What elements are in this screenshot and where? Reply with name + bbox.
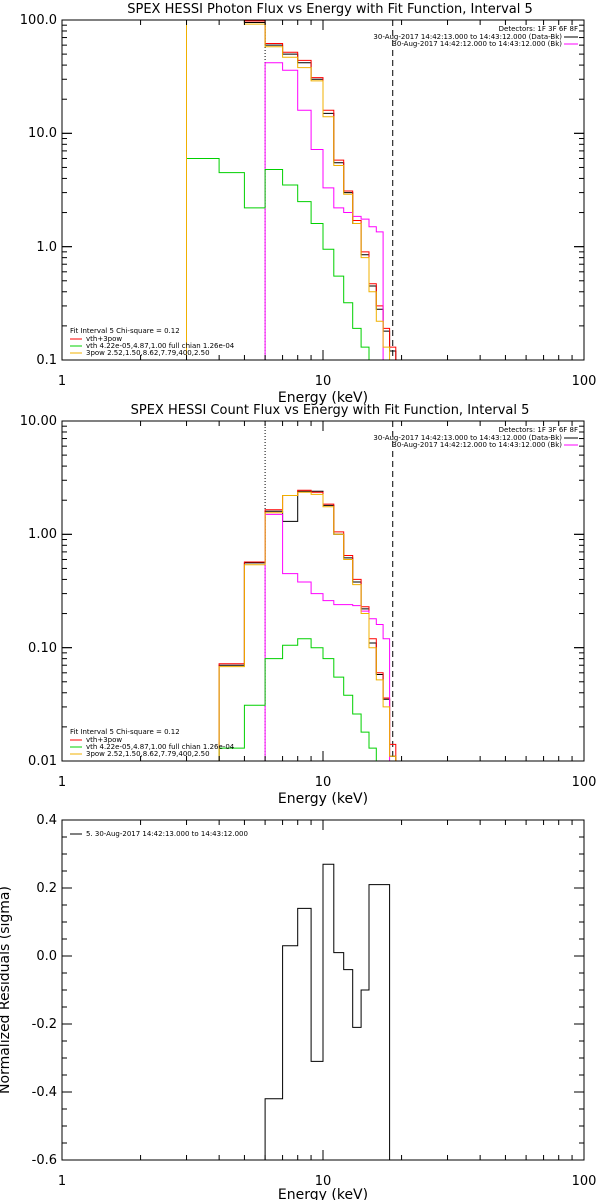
residuals-y-ticks — [62, 819, 584, 1161]
residuals-x-ticks — [61, 820, 573, 1160]
residuals-panel: 1 10 100 -0.6 -0.4 -0.2 0.0 0.2 0.4 Ener… — [0, 813, 596, 1200]
photon-flux-frame — [61, 19, 585, 361]
fit-legend-text: vth 4.22e-05,4.87,1.00 full chian 1.26e-… — [86, 743, 235, 751]
residuals-ytick-label: -0.2 — [32, 1017, 57, 1032]
count-flux-x-axis-label: Energy (keV) — [278, 791, 368, 807]
fit-legend-text: vth 4.22e-05,4.87,1.00 full chian 1.26e-… — [86, 342, 235, 350]
fit-legend-text: 3pow 2.52,1.50,8.62,7.79,400,2.50 — [86, 349, 210, 357]
photon-flux-xtick-label: 100 — [572, 374, 597, 389]
count-flux-ytick-label: 0.01 — [28, 754, 57, 769]
count-flux-xtick-label: 1 — [58, 775, 66, 790]
photon-flux-title: SPEX HESSI Photon Flux vs Energy with Fi… — [127, 2, 533, 17]
photon-flux-ytick-label: 10.0 — [28, 126, 57, 141]
count-flux-panel: SPEX HESSI Count Flux vs Energy with Fit… — [20, 403, 597, 807]
count-flux-fit-legend: Fit Interval 5 Chi-square = 0.12 vth+3po… — [70, 728, 235, 758]
residuals-x-axis-label: Energy (keV) — [278, 1187, 368, 1200]
residuals-ytick-label: -0.6 — [32, 1153, 57, 1168]
photon-flux-time-legend: Detectors: 1F 3F 6F 8F 30-Aug-2017 14:42… — [373, 25, 578, 48]
residuals-xtick-label: 10 — [315, 1174, 332, 1189]
photon-flux-ytick-label: 1.0 — [36, 240, 57, 255]
fit-legend-text: 3pow 2.52,1.50,8.62,7.79,400,2.50 — [86, 750, 210, 758]
count-flux-ytick-label: 10.00 — [20, 414, 57, 429]
count-flux-y-ticks — [62, 420, 584, 762]
photon-flux-series-2-line — [264, 62, 384, 360]
residuals-plot-area — [264, 863, 393, 1161]
residuals-series-0-line — [264, 863, 393, 1161]
photon-flux-xtick-label: 1 — [58, 374, 66, 389]
residuals-ytick-label: -0.4 — [32, 1085, 57, 1100]
count-flux-plot-area — [218, 421, 402, 762]
count-flux-series-1-line — [218, 489, 402, 762]
photon-flux-series-3-line — [186, 158, 377, 361]
residuals-xtick-label: 1 — [58, 1174, 66, 1189]
time-legend-text: 30-Aug-2017 14:42:12.000 to 14:43:12.000… — [392, 441, 562, 449]
time-legend-text: 30-Aug-2017 14:42:13.000 to 14:43:12.000… — [373, 434, 562, 442]
count-flux-series-0-line — [218, 490, 402, 762]
time-legend-text: 30-Aug-2017 14:42:12.000 to 14:43:12.000… — [392, 40, 562, 48]
count-flux-series-2-line — [264, 513, 391, 761]
photon-flux-ytick-label: 100.0 — [20, 13, 57, 28]
photon-flux-fit-legend: Fit Interval 5 Chi-square = 0.12 vth+3po… — [70, 327, 235, 357]
photon-flux-series-1-line — [186, 19, 402, 361]
detectors-label: Detectors: 1F 3F 6F 8F — [499, 426, 578, 434]
photon-flux-series-0-line — [186, 19, 402, 361]
fit-legend-header: Fit Interval 5 Chi-square = 0.12 — [70, 327, 180, 335]
residuals-xtick-label: 100 — [572, 1174, 597, 1189]
photon-flux-series-4-line — [186, 19, 391, 360]
count-flux-ytick-label: 0.10 — [28, 641, 57, 656]
count-flux-xtick-label: 100 — [572, 775, 597, 790]
count-flux-xtick-label: 10 — [315, 775, 332, 790]
residuals-legend: 5. 30-Aug-2017 14:42:13.000 to 14:43:12.… — [70, 830, 248, 838]
residuals-ytick-label: 0.0 — [36, 949, 57, 964]
fit-legend-text: vth+3pow — [86, 736, 122, 744]
photon-flux-y-ticks — [62, 19, 584, 361]
count-flux-frame — [61, 420, 585, 762]
residuals-y-axis-label: Normalized Residuals (sigma) — [0, 886, 13, 1094]
photon-flux-x-axis-label: Energy (keV) — [278, 390, 368, 406]
count-flux-ytick-label: 1.00 — [28, 527, 57, 542]
photon-flux-plot-area — [186, 19, 402, 361]
residuals-ytick-label: 0.4 — [36, 813, 57, 828]
fit-legend-header: Fit Interval 5 Chi-square = 0.12 — [70, 728, 180, 736]
residuals-legend-text: 5. 30-Aug-2017 14:42:13.000 to 14:43:12.… — [86, 830, 248, 838]
detectors-label: Detectors: 1F 3F 6F 8F — [499, 25, 578, 33]
count-flux-series-4-line — [218, 491, 397, 761]
count-flux-time-legend: Detectors: 1F 3F 6F 8F 30-Aug-2017 14:42… — [373, 426, 578, 449]
photon-flux-x-ticks — [61, 20, 573, 360]
photon-flux-xtick-label: 10 — [315, 374, 332, 389]
count-flux-series-3-line — [218, 638, 384, 762]
time-legend-text: 30-Aug-2017 14:42:13.000 to 14:43:12.000… — [373, 33, 562, 41]
fit-legend-text: vth+3pow — [86, 335, 122, 343]
photon-flux-panel: SPEX HESSI Photon Flux vs Energy with Fi… — [20, 2, 597, 406]
count-flux-title: SPEX HESSI Count Flux vs Energy with Fit… — [131, 403, 530, 418]
photon-flux-ytick-label: 0.1 — [36, 353, 57, 368]
residuals-ytick-label: 0.2 — [36, 881, 57, 896]
count-flux-x-ticks — [61, 421, 573, 761]
